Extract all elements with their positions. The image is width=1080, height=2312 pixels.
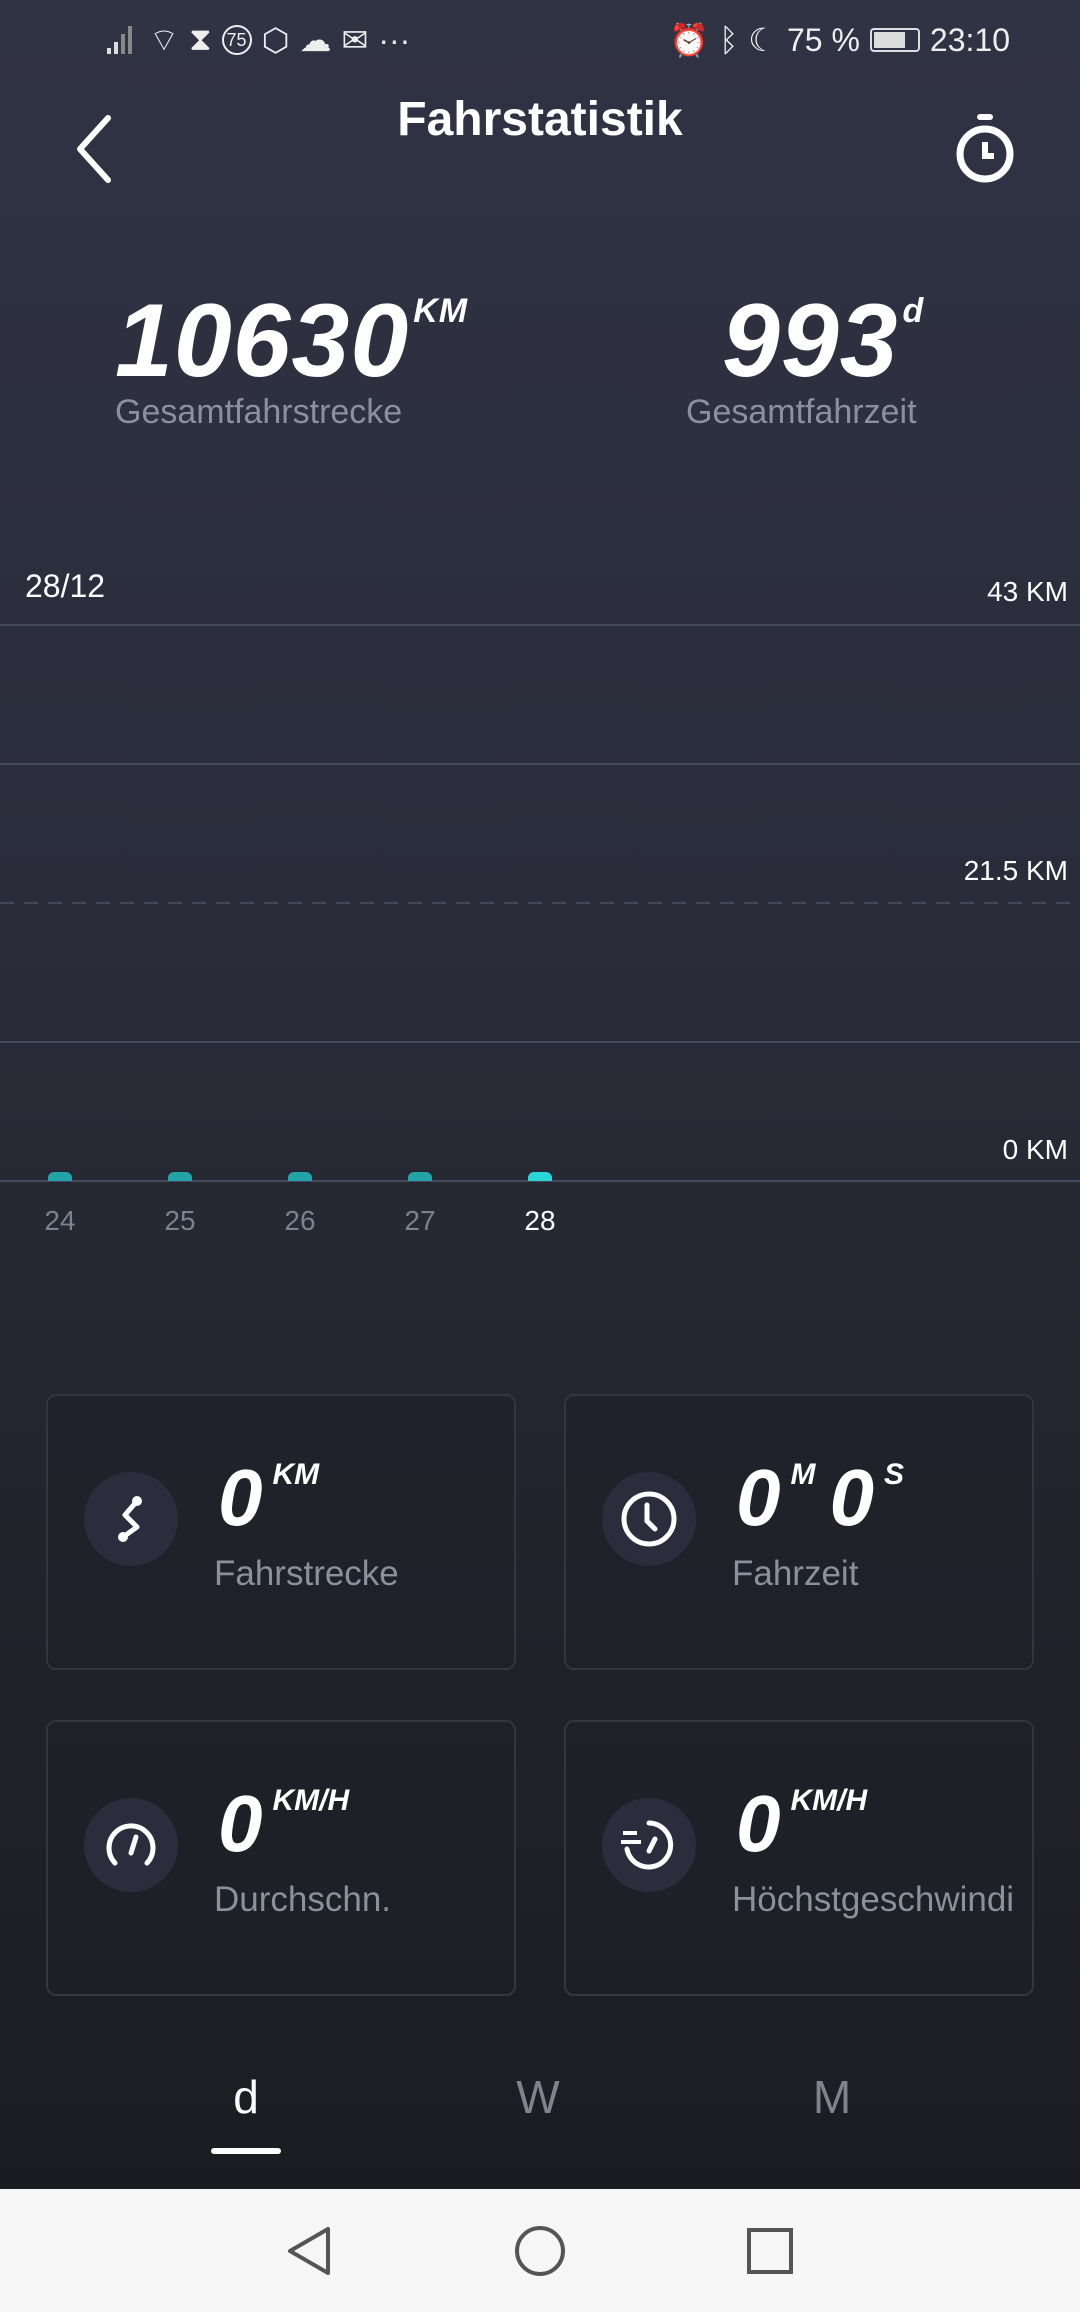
card-distance: 0 KM Fahrstrecke xyxy=(46,1394,516,1670)
mail-icon: ✉ xyxy=(341,22,369,58)
card-max-speed: 0 KM/H Höchstgeschwindi xyxy=(564,1720,1034,1996)
average-speed-value: 0 xyxy=(218,1779,263,1868)
x-tick-label[interactable]: 27 xyxy=(404,1205,436,1236)
average-speed-unit: KM/H xyxy=(272,1784,350,1817)
total-distance: 10630 KM Gesamtfahrstrecke xyxy=(115,282,468,432)
gridline xyxy=(0,624,1080,626)
notif-badge: 75 xyxy=(221,25,252,55)
timer-button[interactable] xyxy=(950,110,1020,186)
total-time-value: 993 xyxy=(722,283,899,399)
route-icon xyxy=(84,1472,178,1566)
tab-day[interactable]: d xyxy=(233,2071,259,2123)
chart-bar[interactable] xyxy=(168,1172,192,1181)
x-tick-label[interactable]: 28 xyxy=(524,1205,556,1236)
gridline xyxy=(0,1041,1080,1043)
chart-bar[interactable] xyxy=(528,1172,552,1181)
ride-minutes: 0 xyxy=(736,1453,781,1542)
max-speed-icon xyxy=(602,1798,696,1892)
battery-text: 75 % xyxy=(786,21,860,58)
cloud-icon: ☁ xyxy=(299,22,332,58)
max-speed-value: 0 xyxy=(736,1779,781,1868)
average-speed-label: Durchschn. xyxy=(214,1880,392,1919)
distance-label: Fahrstrecke xyxy=(214,1554,399,1593)
status-icons-right: ⏰ ᛒ ☾ 75 % 23:10 xyxy=(669,18,1010,62)
gridline-mid xyxy=(0,902,1080,904)
total-time: 993 d Gesamtfahrzeit xyxy=(686,282,924,432)
app-icon: ⬡ xyxy=(261,22,290,58)
hourglass-icon: ⧗ xyxy=(189,21,212,57)
gridline xyxy=(0,763,1080,765)
x-tick-label[interactable]: 25 xyxy=(164,1205,196,1236)
distance-value: 0 xyxy=(218,1453,263,1542)
y-tick-mid: 21.5 KM xyxy=(963,855,1068,886)
card-average-speed: 0 KM/H Durchschn. xyxy=(46,1720,516,1996)
max-speed-label: Höchstgeschwindi xyxy=(732,1880,1015,1919)
ride-seconds: 0 xyxy=(829,1453,875,1542)
nav-recents-icon[interactable] xyxy=(746,2227,794,2275)
x-tick-label[interactable]: 26 xyxy=(284,1205,316,1236)
clock-icon xyxy=(602,1472,696,1566)
tab-week[interactable]: W xyxy=(516,2071,560,2123)
chart-bar[interactable] xyxy=(48,1172,72,1181)
total-distance-value: 10630 xyxy=(115,283,410,399)
total-distance-unit: KM xyxy=(413,292,469,330)
tab-month[interactable]: M xyxy=(812,2071,852,2123)
status-icons-left: ⌔ ⧗ 75 ⬡ ☁ ✉ ··· xyxy=(105,18,410,62)
nav-back-icon[interactable] xyxy=(284,2225,336,2277)
signal-icon xyxy=(107,26,132,54)
total-distance-label: Gesamtfahrstrecke xyxy=(115,393,403,431)
stopwatch-icon xyxy=(956,114,1014,183)
system-nav-bar xyxy=(0,2189,1080,2312)
bluetooth-icon: ᛒ xyxy=(719,21,739,58)
chart-bar[interactable] xyxy=(288,1172,312,1181)
more-notifications: ··· xyxy=(378,21,411,58)
speedometer-icon xyxy=(84,1798,178,1892)
page-title: Fahrstatistik xyxy=(397,93,683,146)
minutes-unit: M xyxy=(790,1458,816,1491)
y-tick-max: 43 KM xyxy=(987,576,1068,607)
seconds-unit: S xyxy=(884,1458,905,1491)
alarm-icon: ⏰ xyxy=(669,22,710,58)
battery-icon xyxy=(869,28,920,52)
y-tick-zero: 0 KM xyxy=(1002,1134,1068,1165)
total-time-label: Gesamtfahrzeit xyxy=(686,393,917,431)
distance-unit: KM xyxy=(272,1458,320,1491)
wifi-icon: ⌔ xyxy=(149,22,180,58)
chart-baseline xyxy=(0,1180,1080,1182)
ride-time-label: Fahrzeit xyxy=(732,1554,859,1593)
chart-date: 28/12 xyxy=(25,568,106,604)
nav-home-icon[interactable] xyxy=(514,2225,566,2277)
x-tick-label[interactable]: 24 xyxy=(44,1205,76,1236)
back-button[interactable] xyxy=(66,112,126,186)
chart-bar[interactable] xyxy=(408,1172,432,1181)
moon-icon: ☾ xyxy=(748,22,777,58)
clock-time: 23:10 xyxy=(929,21,1010,58)
total-time-unit: d xyxy=(902,292,925,330)
max-speed-unit: KM/H xyxy=(790,1784,868,1817)
tab-indicator xyxy=(211,2148,281,2154)
chevron-left-icon xyxy=(77,115,111,183)
